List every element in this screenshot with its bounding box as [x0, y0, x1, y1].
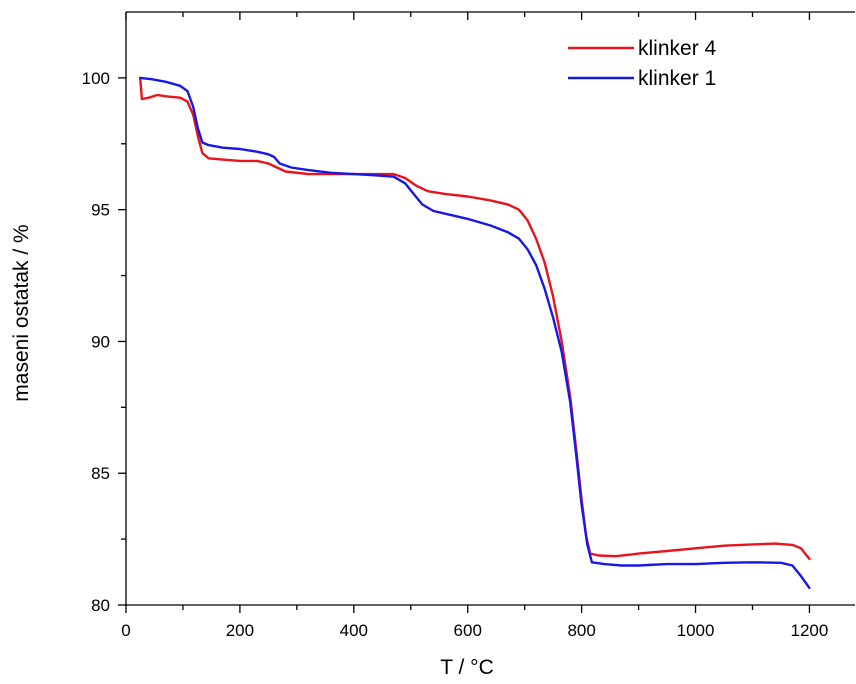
x-tick-label: 1000	[677, 621, 715, 640]
y-tick-label: 95	[91, 201, 110, 220]
x-tick-label: 1200	[791, 621, 829, 640]
x-tick-label: 0	[121, 621, 130, 640]
series-line-klinker-1	[138, 76, 811, 590]
legend: klinker 4 klinker 1	[568, 37, 717, 90]
y-axis-title: maseni ostatak / %	[10, 224, 33, 401]
y-tick-label: 85	[91, 464, 110, 483]
axis-ticks: 0 200 400 600 800 1000 1200 80 85 90 95 100	[82, 12, 829, 640]
plot-axes	[125, 11, 855, 606]
x-tick-label: 400	[340, 621, 368, 640]
series-line-klinker-4	[138, 76, 811, 561]
legend-label: klinker 1	[638, 67, 716, 90]
x-tick-label: 200	[226, 621, 254, 640]
series-layer	[138, 76, 811, 590]
x-tick-label: 600	[454, 621, 482, 640]
legend-label: klinker 4	[638, 37, 717, 60]
x-tick-label: 800	[567, 621, 595, 640]
y-tick-label: 80	[91, 596, 110, 615]
y-tick-label: 90	[91, 332, 110, 351]
y-tick-label: 100	[82, 69, 110, 88]
x-axis-title: T / °C	[440, 656, 494, 679]
